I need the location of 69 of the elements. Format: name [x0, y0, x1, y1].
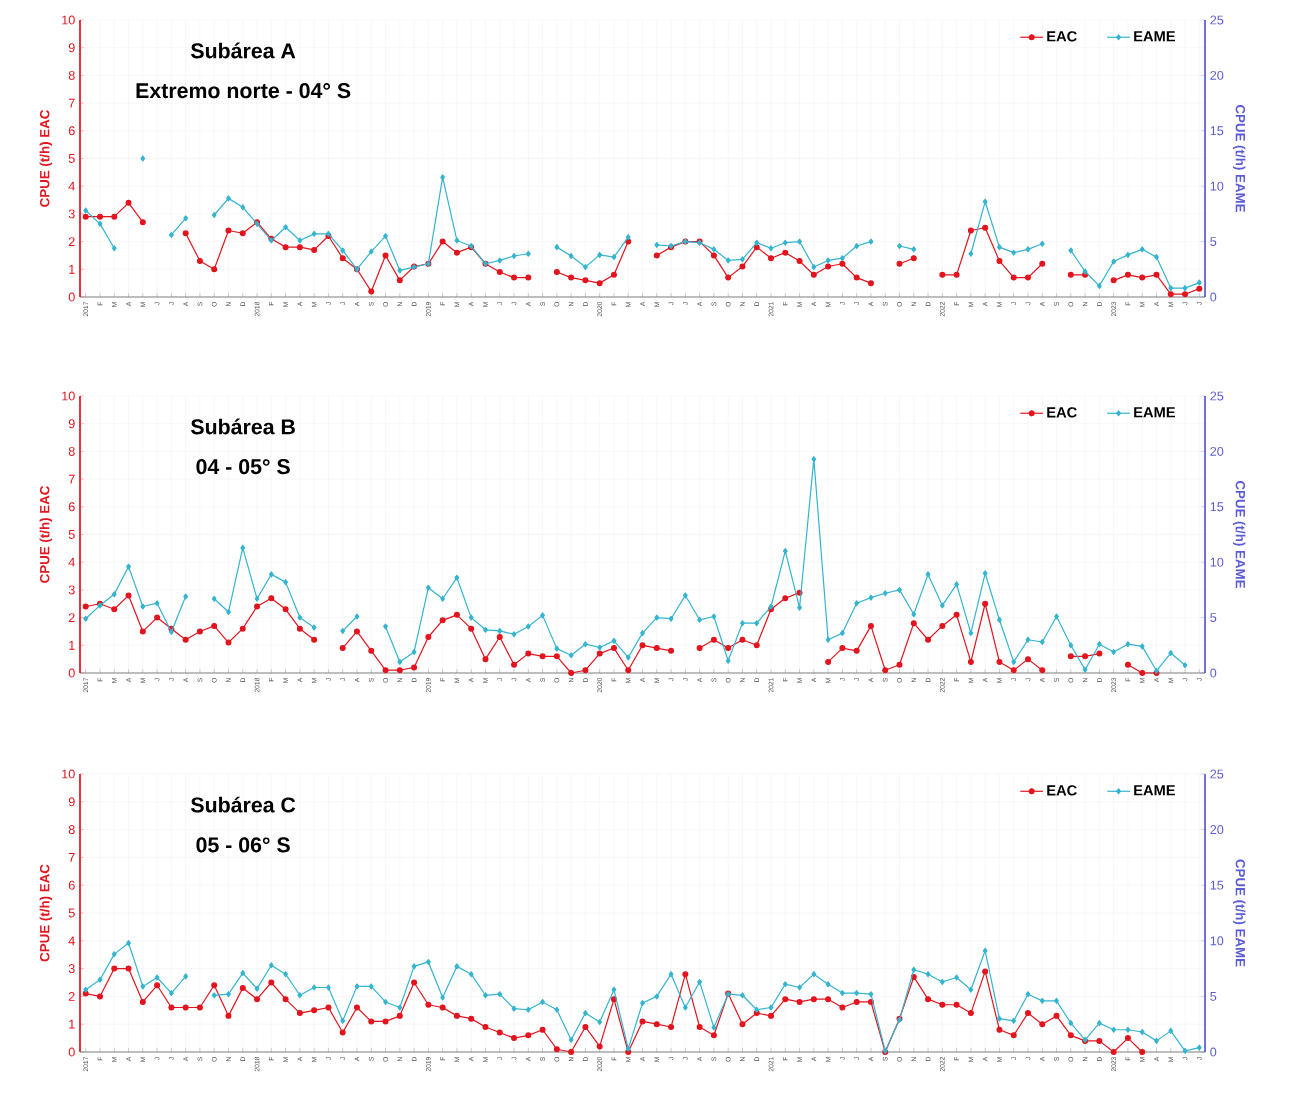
y-tick-label: 3	[68, 964, 75, 974]
y-tick-label: 8	[68, 825, 75, 835]
y2-tick-label: 15	[1210, 126, 1224, 136]
y-tick-label: 2	[68, 991, 75, 1001]
y2-tick-label: 5	[1210, 237, 1217, 247]
y-axis-title: CPUE (t/h) EAC	[39, 485, 53, 583]
y2-axis-title: CPUE (t/h) EAME	[1232, 480, 1246, 589]
y2-tick-label: 0	[1210, 1047, 1217, 1057]
y2-tick-label: 20	[1210, 446, 1224, 456]
y-tick-label: 2	[68, 237, 75, 247]
legend-label: EAME	[1134, 407, 1175, 418]
y-tick-label: 1	[69, 264, 75, 274]
y2-tick-label: 10	[1210, 181, 1224, 191]
text: 05 - 06° S	[196, 837, 290, 853]
y2-tick-label: 15	[1210, 502, 1224, 512]
legend-label: EAC	[1047, 31, 1077, 42]
y-tick-label: 5	[68, 530, 75, 539]
y-tick-label: 0	[68, 292, 75, 302]
y-tick-label: 10	[62, 769, 75, 779]
y-tick-label: 2	[68, 613, 75, 623]
y2-axis-title: CPUE (t/h) EAME	[1232, 859, 1246, 967]
y-tick-label: 7	[68, 98, 75, 108]
y2-tick-label: 5	[1210, 991, 1217, 1001]
y2-tick-label: 0	[1210, 668, 1217, 678]
y-tick-label: 1	[69, 640, 75, 650]
y-tick-label: 5	[68, 154, 75, 163]
y-tick-label: 6	[68, 502, 75, 512]
y-tick-label: 5	[68, 908, 75, 918]
y2-tick-label: 10	[1210, 557, 1224, 567]
y-tick-label: 10	[62, 15, 75, 25]
y-tick-label: 3	[68, 209, 75, 219]
text: 04 - 05° S	[196, 459, 290, 475]
y-tick-label: 9	[68, 797, 75, 807]
y-tick-label: 10	[62, 391, 75, 401]
legend-label: EAC	[1047, 407, 1077, 418]
y-tick-label: 4	[68, 936, 75, 946]
y-tick-label: 0	[68, 1047, 75, 1057]
y2-axis-title: CPUE (t/h) EAME	[1232, 104, 1246, 213]
legend-label: EAC	[1047, 785, 1077, 796]
y-axis-title: CPUE (t/h) EAC	[39, 109, 53, 207]
y-tick-label: 7	[68, 474, 75, 484]
y-tick-label: 6	[68, 126, 75, 136]
y-tick-label: 3	[68, 585, 75, 595]
y2-tick-label: 5	[1210, 613, 1217, 623]
y-tick-label: 4	[68, 557, 75, 567]
y-tick-label: 4	[68, 181, 75, 191]
y2-tick-label: 20	[1210, 70, 1224, 80]
y-tick-label: 9	[68, 419, 75, 429]
y-tick-label: 7	[68, 853, 75, 862]
y2-tick-label: 10	[1210, 936, 1224, 946]
y-tick-label: 8	[68, 446, 75, 456]
y2-tick-label: 0	[1210, 292, 1217, 302]
legend-label: EAME	[1134, 31, 1175, 42]
y2-tick-label: 25	[1210, 769, 1224, 779]
text: Extremo norte - 04° S	[136, 83, 351, 99]
y2-tick-label: 15	[1210, 880, 1224, 890]
y-axis-title: CPUE (t/h) EAC	[39, 864, 53, 962]
legend-label: EAME	[1134, 785, 1175, 796]
text: Subárea C	[190, 796, 296, 813]
text: Subárea A	[190, 42, 296, 59]
y-tick-label: 6	[68, 880, 75, 890]
y2-tick-label: 20	[1210, 825, 1224, 835]
y-tick-label: 0	[68, 668, 75, 678]
y-tick-label: 8	[68, 70, 75, 80]
text: Subárea B	[190, 418, 295, 435]
y-tick-label: 1	[69, 1019, 75, 1029]
y2-tick-label: 25	[1210, 15, 1224, 25]
y-tick-label: 9	[68, 43, 75, 53]
y2-tick-label: 25	[1210, 391, 1224, 401]
